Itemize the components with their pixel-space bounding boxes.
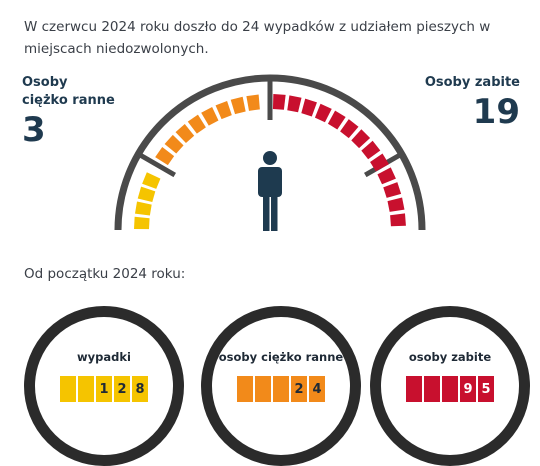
gauge-segment: [164, 134, 184, 154]
gauge-segment: [351, 129, 371, 149]
gauge-segment: [134, 216, 150, 230]
intro-text: W czerwcu 2024 roku doszło do 24 wypadkó…: [24, 19, 491, 57]
ring-label: osoby zabite: [408, 350, 492, 364]
person-leg: [263, 194, 270, 231]
gauge-segment: [134, 201, 152, 216]
gauge-segment: [155, 147, 175, 166]
gauge: [114, 74, 426, 231]
gauge-segment: [314, 103, 332, 123]
gauge-segment: [175, 124, 195, 143]
right-stat-label: Osoby zabite: [424, 75, 520, 90]
digit-cell: 4: [309, 376, 325, 402]
person-icon: [258, 151, 282, 231]
digit-cell: [255, 376, 271, 402]
digit-cell: [424, 376, 440, 402]
gauge-segment: [301, 98, 317, 117]
person-head: [263, 151, 277, 165]
digit-cell: [406, 376, 422, 402]
digit-cell: [78, 376, 94, 402]
digit-cell: 8: [132, 376, 148, 402]
gauge-segment: [383, 182, 402, 198]
digit-cell: [442, 376, 458, 402]
gauge-segment: [370, 153, 389, 172]
gauge-segment: [287, 95, 302, 113]
ring-label: osoby ciężko ranne: [218, 350, 344, 364]
ring-label: wypadki: [77, 350, 131, 364]
digit-cell: 9: [460, 376, 476, 402]
digit-cell: [273, 376, 289, 402]
gauge-segment: [272, 94, 286, 110]
gauge-segment: [377, 167, 396, 185]
digit-cell: 1: [96, 376, 112, 402]
gauge-segment: [387, 197, 405, 212]
digit-cell: 2: [114, 376, 130, 402]
gauge-divider: [139, 153, 176, 178]
gauge-segment: [137, 186, 156, 202]
gauge-segment: [390, 213, 406, 227]
gauge-segment: [187, 114, 206, 134]
left-stat-value: 3: [22, 110, 46, 150]
gauge-segment: [201, 106, 219, 126]
gauge-segment: [142, 172, 161, 189]
digit-cell: [60, 376, 76, 402]
digit-cell: 2: [291, 376, 307, 402]
gauge-arc: [114, 74, 426, 231]
gauge-segment: [215, 100, 232, 120]
gauge-segment: [361, 140, 381, 160]
right-stat-value: 19: [472, 92, 520, 132]
digit-cell: 5: [478, 376, 494, 402]
digit-cell: [237, 376, 253, 402]
gauge-segment: [340, 119, 359, 139]
since-label: Od początku 2024 roku:: [24, 266, 186, 282]
gauge-segment: [246, 94, 260, 111]
gauge-segment: [230, 96, 246, 115]
person-body: [258, 167, 282, 197]
person-leg: [271, 194, 278, 231]
gauge-segments: [134, 94, 406, 230]
gauge-segment: [327, 110, 346, 130]
left-stat-label: Osoby ciężko ranne: [22, 75, 115, 108]
